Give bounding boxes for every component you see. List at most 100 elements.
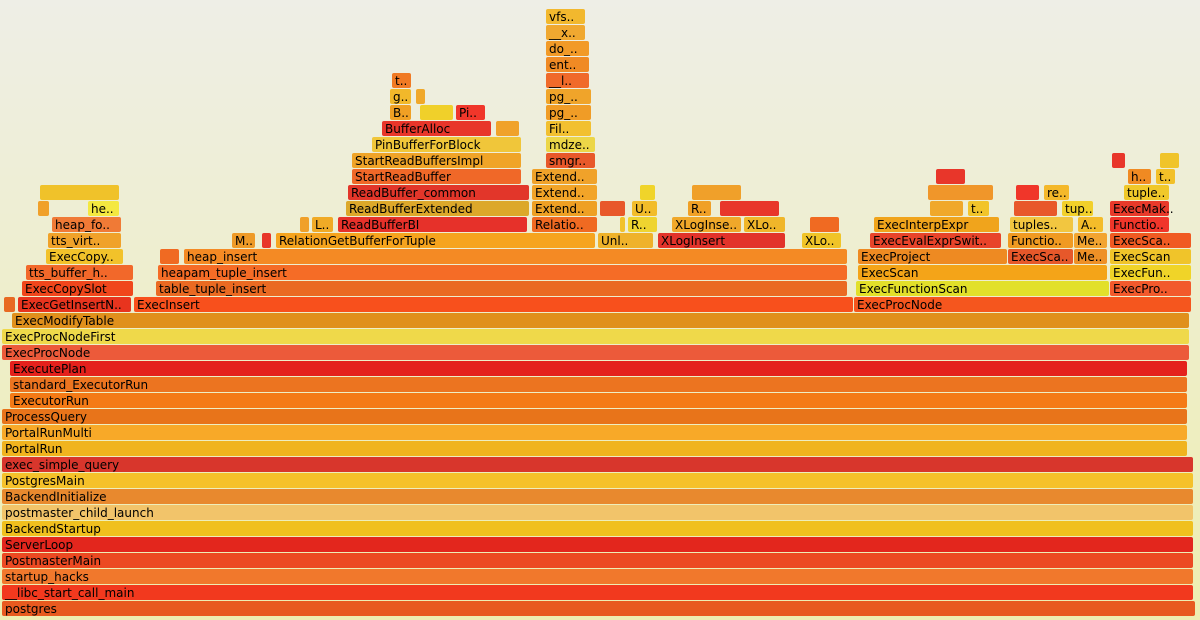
frame[interactable] — [420, 105, 453, 120]
frame[interactable] — [928, 185, 993, 200]
frame[interactable]: BackendStartup — [2, 521, 1193, 536]
frame[interactable]: startup_hacks — [2, 569, 1193, 584]
frame[interactable]: ExecFunctionScan — [856, 281, 1109, 296]
frame[interactable]: re.. — [1044, 185, 1069, 200]
frame[interactable]: do_.. — [546, 41, 589, 56]
frame[interactable] — [38, 201, 49, 216]
frame[interactable]: Extend.. — [532, 201, 597, 216]
frame[interactable]: ExecProject — [858, 249, 1007, 264]
frame[interactable]: ExecPro.. — [1110, 281, 1191, 296]
frame[interactable]: postgres — [2, 601, 1195, 616]
frame[interactable]: standard_ExecutorRun — [10, 377, 1187, 392]
frame[interactable]: RelationGetBufferForTuple — [276, 233, 595, 248]
frame[interactable] — [930, 201, 963, 216]
frame[interactable]: XLogInse.. — [672, 217, 741, 232]
frame[interactable]: tuples.. — [1010, 217, 1073, 232]
frame[interactable] — [496, 121, 519, 136]
frame[interactable]: tts_buffer_h.. — [26, 265, 133, 280]
frame[interactable]: ExecSca.. — [1008, 249, 1073, 264]
frame[interactable]: StartReadBuffer — [352, 169, 521, 184]
frame[interactable] — [1014, 201, 1057, 216]
frame[interactable]: table_tuple_insert — [156, 281, 847, 296]
frame[interactable]: ExecProcNode — [854, 297, 1191, 312]
frame[interactable]: ExecutePlan — [10, 361, 1187, 376]
frame[interactable]: ReadBufferExtended — [346, 201, 529, 216]
frame[interactable]: tup.. — [1062, 201, 1093, 216]
frame[interactable]: exec_simple_query — [2, 457, 1193, 472]
frame[interactable]: he.. — [88, 201, 119, 216]
frame[interactable] — [810, 217, 839, 232]
frame[interactable]: BackendInitialize — [2, 489, 1193, 504]
frame[interactable]: ExecMak.. — [1110, 201, 1174, 216]
frame[interactable]: g.. — [390, 89, 411, 104]
frame[interactable]: ExecModifyTable — [12, 313, 1189, 328]
frame[interactable] — [4, 297, 15, 312]
frame[interactable]: PostmasterMain — [2, 553, 1193, 568]
frame[interactable]: ExecFun.. — [1110, 265, 1191, 280]
frame[interactable]: __x.. — [546, 25, 585, 40]
frame[interactable]: Functio.. — [1008, 233, 1073, 248]
frame[interactable]: pg_.. — [546, 105, 591, 120]
frame[interactable]: ReadBufferBI — [338, 217, 527, 232]
frame[interactable]: Functio.. — [1110, 217, 1169, 232]
frame[interactable]: Fil.. — [546, 121, 591, 136]
frame[interactable]: ExecScan — [1110, 249, 1191, 264]
frame[interactable]: smgr.. — [546, 153, 595, 168]
frame[interactable]: mdze.. — [546, 137, 595, 152]
frame[interactable]: h.. — [1128, 169, 1151, 184]
frame[interactable]: ExecEvalExprSwit.. — [870, 233, 1001, 248]
frame[interactable]: PinBufferForBlock — [372, 137, 521, 152]
frame[interactable] — [300, 217, 309, 232]
frame[interactable]: heapam_tuple_insert — [158, 265, 847, 280]
frame[interactable] — [1160, 153, 1179, 168]
frame[interactable]: Relatio.. — [532, 217, 597, 232]
frame[interactable]: BufferAlloc — [382, 121, 491, 136]
frame[interactable]: __libc_start_call_main — [2, 585, 1193, 600]
frame[interactable]: ExecProcNode — [2, 345, 1189, 360]
frame[interactable]: tts_virt.. — [48, 233, 121, 248]
frame[interactable]: XLo.. — [744, 217, 785, 232]
frame[interactable]: heap_insert — [184, 249, 847, 264]
frame[interactable]: ExecScan — [858, 265, 1107, 280]
frame[interactable]: Extend.. — [532, 185, 597, 200]
frame[interactable] — [600, 201, 625, 216]
frame[interactable]: Me.. — [1074, 249, 1107, 264]
frame[interactable]: XLo.. — [802, 233, 841, 248]
frame[interactable]: PortalRunMulti — [2, 425, 1187, 440]
frame[interactable]: __l.. — [546, 73, 589, 88]
frame[interactable]: ExecCopy.. — [46, 249, 123, 264]
frame[interactable]: B.. — [390, 105, 411, 120]
frame[interactable]: vfs.. — [546, 9, 585, 24]
frame[interactable]: t.. — [392, 73, 411, 88]
frame[interactable]: t.. — [968, 201, 989, 216]
frame[interactable]: StartReadBuffersImpl — [352, 153, 521, 168]
frame[interactable]: ServerLoop — [2, 537, 1193, 552]
frame[interactable]: ent.. — [546, 57, 589, 72]
frame[interactable]: Me.. — [1074, 233, 1107, 248]
frame[interactable]: ExecProcNodeFirst — [2, 329, 1189, 344]
frame[interactable] — [936, 169, 965, 184]
frame[interactable] — [640, 185, 655, 200]
frame[interactable] — [1112, 153, 1125, 168]
frame[interactable]: U.. — [632, 201, 657, 216]
frame[interactable]: Extend.. — [532, 169, 597, 184]
frame[interactable]: ExecSca.. — [1110, 233, 1191, 248]
frame[interactable] — [416, 89, 425, 104]
frame[interactable]: t.. — [1156, 169, 1175, 184]
frame[interactable]: ExecutorRun — [10, 393, 1187, 408]
frame[interactable] — [620, 217, 625, 232]
frame[interactable]: M.. — [232, 233, 255, 248]
frame[interactable] — [692, 185, 741, 200]
frame[interactable] — [720, 201, 779, 216]
frame[interactable] — [160, 249, 179, 264]
frame[interactable]: L.. — [312, 217, 333, 232]
frame[interactable]: ExecInsert — [134, 297, 853, 312]
frame[interactable]: ProcessQuery — [2, 409, 1187, 424]
frame[interactable]: postmaster_child_launch — [2, 505, 1193, 520]
frame[interactable] — [40, 185, 119, 200]
frame[interactable]: ExecCopySlot — [22, 281, 133, 296]
frame[interactable]: XLogInsert — [658, 233, 785, 248]
frame[interactable]: Unl.. — [598, 233, 653, 248]
frame[interactable]: PortalRun — [2, 441, 1187, 456]
frame[interactable]: Pi.. — [456, 105, 485, 120]
